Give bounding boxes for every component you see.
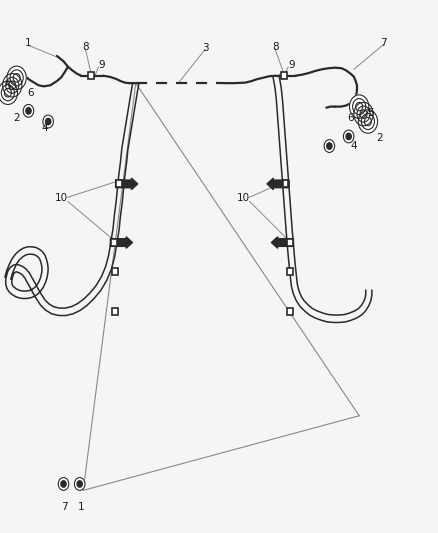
Circle shape (0, 81, 18, 104)
Text: 8: 8 (272, 42, 279, 52)
Text: 7: 7 (61, 503, 68, 512)
Circle shape (77, 481, 82, 487)
Circle shape (357, 106, 370, 122)
Bar (111, 239, 117, 246)
Circle shape (358, 110, 378, 133)
Circle shape (324, 140, 335, 152)
Text: 4: 4 (42, 123, 48, 133)
Text: 2: 2 (13, 114, 20, 123)
Circle shape (361, 114, 374, 130)
Circle shape (354, 102, 373, 126)
FancyArrow shape (110, 237, 132, 248)
Circle shape (46, 118, 51, 125)
Circle shape (6, 77, 19, 93)
Text: 6: 6 (27, 88, 34, 98)
Bar (117, 180, 122, 187)
Circle shape (61, 481, 66, 487)
Text: 9: 9 (288, 60, 295, 70)
Circle shape (327, 143, 332, 149)
Text: 5: 5 (367, 108, 374, 118)
FancyArrow shape (267, 178, 289, 190)
Circle shape (7, 66, 26, 90)
Circle shape (3, 74, 22, 97)
Circle shape (360, 110, 367, 118)
Text: 7: 7 (380, 38, 387, 47)
Circle shape (26, 108, 31, 114)
Circle shape (9, 81, 16, 90)
FancyArrow shape (272, 237, 293, 248)
Bar (112, 269, 117, 276)
Text: 10: 10 (55, 193, 68, 203)
Bar (112, 308, 117, 316)
Circle shape (13, 74, 20, 82)
Text: 10: 10 (237, 193, 250, 203)
Text: 2: 2 (376, 133, 382, 142)
Circle shape (58, 478, 69, 490)
Bar (287, 308, 293, 316)
Circle shape (4, 88, 11, 97)
Circle shape (353, 99, 366, 115)
Bar (283, 180, 289, 187)
Text: 6: 6 (347, 114, 353, 123)
Bar (287, 269, 293, 276)
Text: 1: 1 (25, 38, 32, 47)
Circle shape (346, 133, 351, 140)
Circle shape (364, 117, 371, 126)
Circle shape (343, 130, 354, 143)
Text: 5: 5 (4, 82, 11, 91)
Circle shape (350, 95, 369, 118)
Circle shape (356, 102, 363, 111)
Circle shape (10, 70, 23, 86)
Circle shape (1, 85, 14, 101)
Bar (287, 239, 293, 246)
FancyArrow shape (116, 178, 138, 190)
Circle shape (74, 478, 85, 490)
Text: 3: 3 (201, 43, 208, 53)
Text: 1: 1 (78, 503, 85, 512)
Bar (88, 72, 94, 79)
Text: 4: 4 (350, 141, 357, 151)
Circle shape (23, 104, 34, 117)
Circle shape (43, 115, 53, 128)
Text: 8: 8 (82, 42, 89, 52)
Text: 9: 9 (99, 60, 105, 70)
Bar (281, 72, 287, 79)
